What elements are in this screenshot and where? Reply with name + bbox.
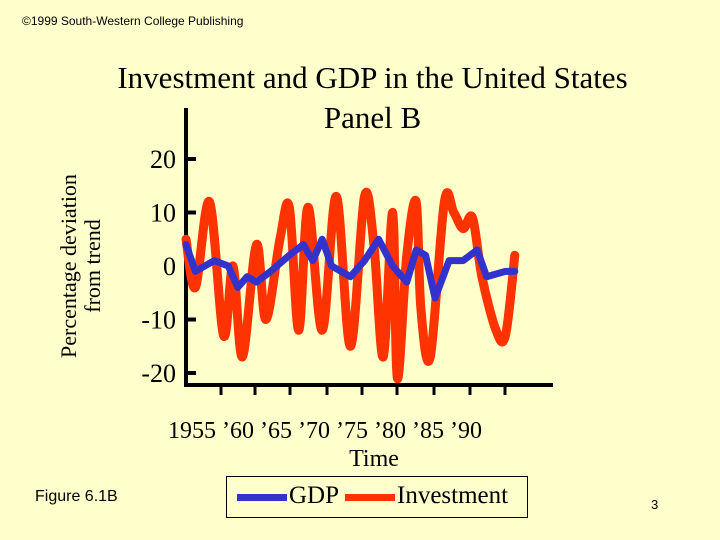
series-line-gdp bbox=[182, 235, 519, 302]
y-tick-label: 0 bbox=[163, 252, 176, 281]
x-axis-label: Time bbox=[349, 446, 399, 472]
chart-subtitle: Panel B bbox=[323, 100, 422, 135]
y-tick-label: -10 bbox=[141, 306, 176, 335]
legend-swatch-investment bbox=[345, 494, 395, 501]
figure-label: Figure 6.1B bbox=[35, 488, 118, 505]
legend-label-investment: Investment bbox=[397, 482, 509, 509]
chart-title: Investment and GDP in the United States bbox=[117, 60, 628, 95]
legend-swatch-gdp bbox=[237, 494, 287, 501]
x-tick-labels: 1955 ’60 ’65 ’70 ’75 ’80 ’85 ’90 bbox=[168, 418, 482, 444]
y-tick-label: -20 bbox=[141, 359, 176, 388]
legend: GDP Investment bbox=[226, 476, 528, 518]
y-tick-label: 20 bbox=[150, 145, 176, 174]
page-number: 3 bbox=[651, 497, 659, 512]
y-tick-labels: 20 10 0 -10 -20 bbox=[141, 145, 176, 388]
series-layer bbox=[181, 187, 520, 383]
copyright-notice: ©1999 South-Western College Publishing bbox=[22, 14, 244, 28]
legend-label-gdp: GDP bbox=[289, 482, 340, 509]
y-tick-label: 10 bbox=[150, 199, 176, 228]
series-line-investment bbox=[181, 187, 520, 383]
